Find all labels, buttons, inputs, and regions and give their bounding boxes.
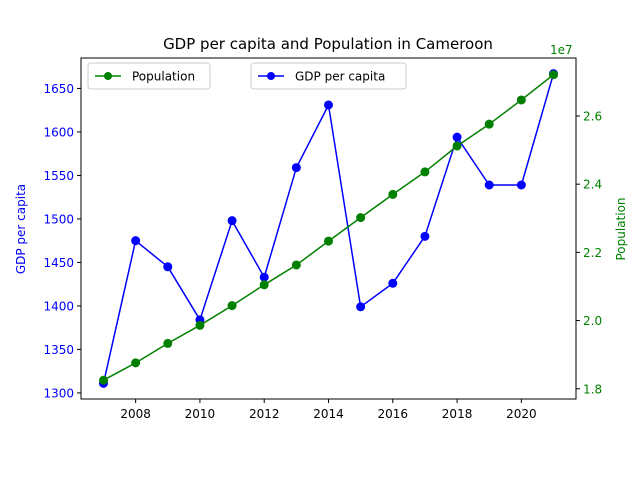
gdp-per-capita-point xyxy=(131,236,141,246)
population-point xyxy=(324,236,333,246)
right-tick-label: 2.6 xyxy=(583,109,602,123)
gdp-per-capita-point xyxy=(163,262,173,272)
population-point xyxy=(227,301,237,311)
population-point xyxy=(195,320,205,330)
right-axis-multiplier: 1e7 xyxy=(550,43,573,57)
population-point xyxy=(420,167,430,177)
left-tick-label: 1500 xyxy=(43,212,74,226)
population-point xyxy=(452,141,462,151)
right-tick-label: 2.4 xyxy=(583,178,602,192)
gdp-per-capita-point xyxy=(259,272,269,282)
left-y-axis: 1300 1350 1400 1450 1500 1550 1600 1650 xyxy=(43,82,81,400)
population-point xyxy=(549,70,558,80)
x-tick-label: 2016 xyxy=(378,407,409,421)
population-point xyxy=(291,260,301,270)
left-tick-label: 1600 xyxy=(43,125,74,139)
legend-box xyxy=(87,62,211,90)
population-point xyxy=(388,189,398,199)
gdp-per-capita-point xyxy=(291,163,301,173)
gdp-per-capita-point xyxy=(356,302,366,312)
right-y-axis: 1.8 2.0 2.2 2.4 2.6 xyxy=(576,109,602,396)
population-point xyxy=(99,375,108,385)
legends: Population GDP per capita xyxy=(87,62,407,90)
gdp-per-capita-point xyxy=(388,278,398,288)
x-tick-label: 2020 xyxy=(506,407,537,421)
legend-swatch-marker xyxy=(267,72,275,80)
left-tick-label: 1450 xyxy=(43,256,74,270)
left-tick-label: 1650 xyxy=(43,82,74,96)
population-point xyxy=(356,213,366,223)
population-point xyxy=(163,338,173,348)
right-axis-label: Population xyxy=(614,197,628,260)
population-point xyxy=(484,119,494,129)
legend-label: GDP per capita xyxy=(295,70,385,84)
gdp-per-capita-point xyxy=(484,180,494,190)
left-axis-label: GDP per capita xyxy=(14,184,28,274)
chart-title: GDP per capita and Population in Cameroo… xyxy=(163,35,493,53)
population-point xyxy=(259,280,269,290)
x-tick-label: 2010 xyxy=(185,407,216,421)
left-tick-label: 1350 xyxy=(43,343,74,357)
population-point xyxy=(516,95,526,105)
x-tick-label: 2018 xyxy=(442,407,473,421)
left-tick-label: 1550 xyxy=(43,169,74,183)
x-tick-label: 2008 xyxy=(120,407,151,421)
right-tick-label: 2.0 xyxy=(583,314,602,328)
gdp-per-capita-point xyxy=(516,180,526,190)
right-tick-label: 2.2 xyxy=(583,246,602,260)
x-axis: 2008 2010 2012 2014 2016 2018 2020 xyxy=(120,399,537,421)
x-tick-label: 2014 xyxy=(313,407,344,421)
left-tick-label: 1400 xyxy=(43,299,74,313)
gdp-per-capita-point xyxy=(227,216,237,226)
gdp-per-capita-point xyxy=(452,132,462,142)
population-point xyxy=(131,358,141,368)
gdp-per-capita-point xyxy=(420,231,430,241)
legend-label: Population xyxy=(132,70,195,84)
gdp-per-capita-point xyxy=(324,100,333,110)
left-tick-label: 1300 xyxy=(43,386,74,400)
legend-box xyxy=(250,62,407,90)
legend-swatch-marker xyxy=(104,72,112,80)
right-tick-label: 1.8 xyxy=(583,382,602,396)
x-tick-label: 2012 xyxy=(249,407,280,421)
